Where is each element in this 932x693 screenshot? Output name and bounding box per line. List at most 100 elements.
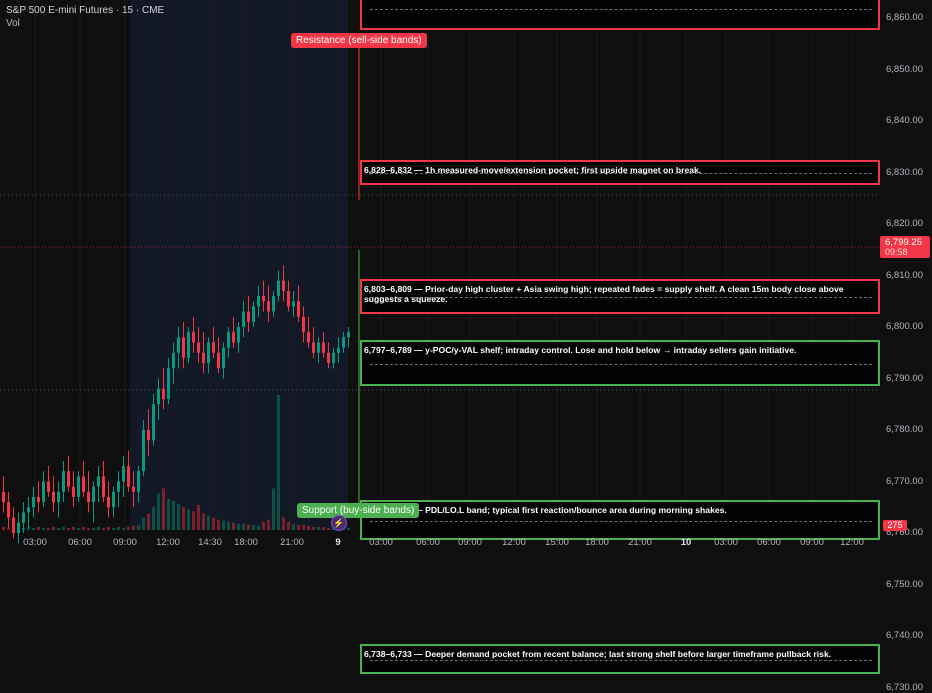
candle-body	[67, 471, 70, 486]
band-midline	[370, 9, 872, 10]
time-tick: 18:00	[234, 537, 258, 548]
candle-body	[322, 342, 325, 352]
volume-bar	[212, 518, 215, 530]
price-tick: 6,730.00	[886, 682, 923, 693]
volume-value-tag: 275	[883, 520, 907, 531]
candle-body	[307, 332, 310, 342]
volume-bar	[142, 518, 145, 530]
price-tick: 6,780.00	[886, 424, 923, 435]
time-tick: 09:00	[113, 537, 137, 548]
support-band[interactable]: 6,738–6,733 — Deeper demand pocket from …	[360, 644, 880, 674]
candle-body	[227, 332, 230, 347]
candle-body	[107, 497, 110, 507]
candle-body	[327, 353, 330, 363]
candle-body	[242, 312, 245, 327]
price-tick: 6,740.00	[886, 630, 923, 641]
price-tick: 6,770.00	[886, 476, 923, 487]
time-tick: 09:00	[800, 537, 824, 548]
candle-body	[112, 492, 115, 507]
candle-body	[347, 332, 350, 337]
price-tick: 6,790.00	[886, 373, 923, 384]
candle-body	[217, 353, 220, 368]
volume-bar	[217, 520, 220, 530]
candle-body	[142, 430, 145, 471]
candle-body	[187, 332, 190, 358]
volume-bar	[222, 521, 225, 530]
band-label: 6,797–6,789 — y-POC/y-VAL shelf; intrada…	[364, 345, 872, 355]
resistance-band[interactable]: 6,803–6,809 — Prior-day high cluster + A…	[360, 279, 880, 314]
band-label: 6,766–6,759 — PDL/LO.L band; typical fir…	[364, 505, 872, 515]
candle-body	[172, 353, 175, 368]
time-tick: 12:00	[840, 537, 864, 548]
resistance-band[interactable]: 6,828–6,832 — 1h measured-move/extension…	[360, 160, 880, 185]
candle-body	[252, 306, 255, 321]
resistance-band[interactable]: 6,858–6,866 — Secondary extension; high-…	[360, 0, 880, 30]
candle-body	[32, 497, 35, 507]
candle-body	[222, 348, 225, 369]
volume-bar	[272, 488, 275, 530]
candle-body	[167, 368, 170, 399]
candle-body	[137, 471, 140, 492]
candle-body	[82, 476, 85, 491]
volume-bar	[262, 522, 265, 530]
candle-body	[257, 296, 260, 306]
candle-body	[342, 337, 345, 347]
volume-bar	[282, 518, 285, 530]
support-band[interactable]: 6,797–6,789 — y-POC/y-VAL shelf; intrada…	[360, 340, 880, 385]
time-tick: 15:00	[545, 537, 569, 548]
candle-body	[97, 476, 100, 486]
candle-body	[37, 497, 40, 502]
price-tick: 6,750.00	[886, 579, 923, 590]
price-tick: 6,860.00	[886, 12, 923, 23]
volume-bar	[177, 504, 180, 530]
volume-bar	[287, 522, 290, 530]
candle-body	[237, 327, 240, 342]
session-highlight	[130, 0, 348, 530]
price-tick: 6,800.00	[886, 321, 923, 332]
candle-body	[27, 507, 30, 512]
time-tick: 09:00	[458, 537, 482, 548]
price-chart[interactable]	[0, 0, 932, 550]
candle-body	[262, 296, 265, 301]
time-tick: 03:00	[714, 537, 738, 548]
time-tick: 12:00	[156, 537, 180, 548]
resistance-label: Resistance (sell-side bands)	[291, 33, 427, 48]
candle-body	[7, 502, 10, 517]
price-tick: 6,820.00	[886, 218, 923, 229]
time-tick: 21:00	[280, 537, 304, 548]
volume-indicator-label[interactable]: Vol	[6, 17, 164, 30]
candle-body	[207, 342, 210, 363]
candle-body	[272, 296, 275, 311]
band-label: 6,738–6,733 — Deeper demand pocket from …	[364, 649, 872, 659]
band-label: 6,803–6,809 — Prior-day high cluster + A…	[364, 284, 872, 304]
band-midline	[370, 521, 872, 522]
volume-bar	[152, 507, 155, 530]
candle-body	[147, 430, 150, 440]
candle-body	[177, 337, 180, 352]
flash-icon[interactable]: ⚡	[331, 515, 347, 531]
symbol-title[interactable]: S&P 500 E-mini Futures · 15 · CME	[6, 4, 164, 17]
time-tick: 06:00	[757, 537, 781, 548]
candle-body	[47, 482, 50, 492]
price-tick: 6,830.00	[886, 167, 923, 178]
bar-countdown: 09:58	[885, 247, 908, 257]
candle-body	[202, 353, 205, 363]
candle-body	[87, 492, 90, 502]
candle-body	[92, 487, 95, 502]
candle-body	[212, 342, 215, 352]
band-midline	[370, 660, 872, 661]
band-midline	[370, 364, 872, 365]
time-tick: 06:00	[68, 537, 92, 548]
candle-body	[162, 389, 165, 399]
candle-body	[197, 342, 200, 352]
candle-body	[232, 332, 235, 342]
volume-bar	[277, 395, 280, 530]
time-tick: 06:00	[416, 537, 440, 548]
candle-body	[282, 281, 285, 291]
candle-body	[277, 281, 280, 296]
volume-bar	[182, 507, 185, 530]
candle-body	[192, 332, 195, 342]
candle-body	[312, 342, 315, 352]
